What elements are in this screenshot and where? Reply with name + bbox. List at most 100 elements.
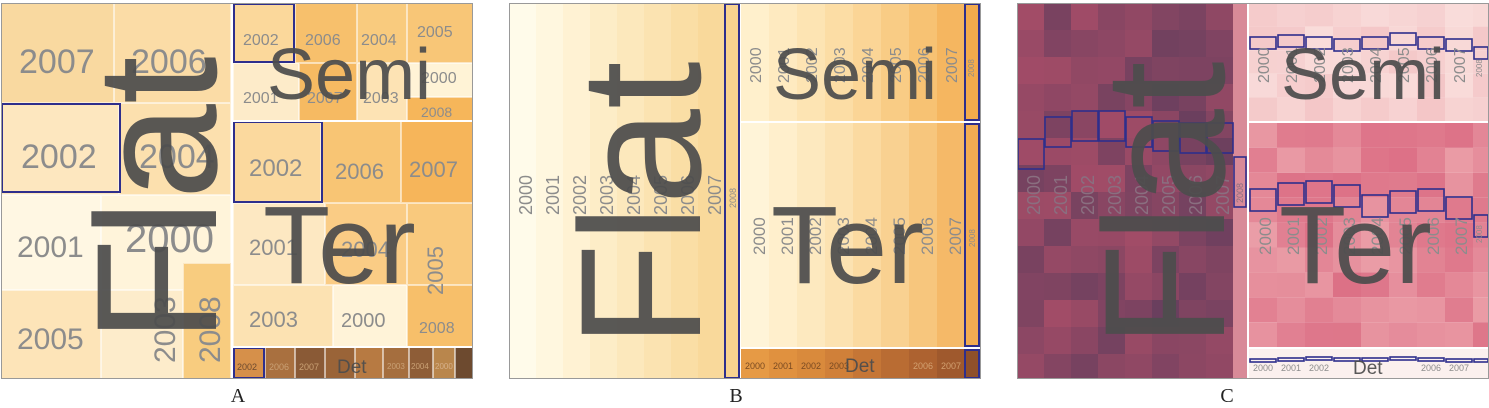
outline-box bbox=[1361, 36, 1389, 50]
heat-cell bbox=[1098, 111, 1125, 138]
outline-box bbox=[1305, 356, 1333, 361]
heat-cell bbox=[1249, 3, 1277, 27]
outline-box bbox=[1389, 356, 1417, 361]
heat-cell bbox=[1017, 57, 1044, 84]
heat-cell bbox=[1179, 354, 1206, 379]
heat-cell bbox=[1249, 123, 1277, 148]
ter-cell-2002 bbox=[233, 121, 321, 203]
outline-box bbox=[1152, 120, 1180, 152]
heat-cell bbox=[1361, 26, 1389, 51]
heat-cell bbox=[1179, 84, 1206, 111]
heat-cell bbox=[1305, 147, 1333, 173]
year-label: 2000 bbox=[421, 70, 457, 87]
heat-cell bbox=[1333, 50, 1361, 74]
heat-cell bbox=[1179, 138, 1206, 165]
heat-cell bbox=[1017, 192, 1044, 219]
heat-cell bbox=[1445, 147, 1473, 173]
year-label: 2000 bbox=[516, 174, 536, 215]
heat-cell bbox=[1277, 247, 1305, 273]
heat-cell bbox=[1098, 354, 1125, 379]
heat-cell bbox=[1017, 84, 1044, 111]
heat-cell bbox=[1277, 97, 1305, 121]
heat-cell bbox=[1249, 297, 1277, 323]
heat-cell bbox=[1044, 30, 1071, 57]
year-label: 2000 bbox=[748, 47, 765, 83]
heat-cell bbox=[1389, 247, 1417, 273]
highlight-box-ter-2002 bbox=[233, 121, 323, 203]
outline-box bbox=[1445, 38, 1473, 52]
heat-cell bbox=[1417, 222, 1445, 248]
heat-cell bbox=[1473, 247, 1489, 273]
heat-cell bbox=[1417, 172, 1445, 198]
heat-cell bbox=[1071, 219, 1098, 246]
heat-cell bbox=[1333, 272, 1361, 298]
heat-cell bbox=[1125, 354, 1152, 379]
heat-cell bbox=[1017, 327, 1044, 354]
heat-cell bbox=[1249, 73, 1277, 98]
heat-cell bbox=[1305, 172, 1333, 198]
heat-cell bbox=[1044, 138, 1071, 165]
heat-cell bbox=[1125, 57, 1152, 84]
heat-cell bbox=[1361, 73, 1389, 98]
heat-cell bbox=[1152, 300, 1179, 327]
ter-cell-2001 bbox=[233, 203, 325, 285]
semi-col-2001 bbox=[769, 3, 797, 121]
heat-cell bbox=[1017, 30, 1044, 57]
heat-cell bbox=[1125, 30, 1152, 57]
ter-col-2004 bbox=[853, 123, 881, 347]
heat-cell bbox=[1417, 147, 1445, 173]
heat-cell bbox=[1152, 273, 1179, 300]
heat-cell bbox=[1473, 3, 1489, 27]
heat-cell bbox=[1361, 197, 1389, 223]
ter-cell-2007 bbox=[401, 121, 473, 203]
year-label: 2002 bbox=[243, 32, 279, 49]
heat-cell bbox=[1305, 247, 1333, 273]
flat-col-2008 bbox=[725, 3, 739, 379]
year-label: 2003 bbox=[363, 90, 399, 107]
heat-cell bbox=[1277, 297, 1305, 323]
heat-cell bbox=[1179, 327, 1206, 354]
heat-cell bbox=[1305, 97, 1333, 121]
outline-box bbox=[1417, 357, 1445, 362]
heat-cell bbox=[1044, 57, 1071, 84]
heat-cell bbox=[1179, 273, 1206, 300]
heat-cell bbox=[1044, 192, 1071, 219]
det-col-2005 bbox=[881, 349, 909, 379]
group-label-flat: Flat bbox=[545, 61, 737, 348]
heat-cell bbox=[1071, 354, 1098, 379]
heat-cell bbox=[1017, 138, 1044, 165]
heat-cell bbox=[1389, 272, 1417, 298]
semi-col-2006 bbox=[909, 3, 937, 121]
heat-cell bbox=[1389, 3, 1417, 27]
group-label-semi: Semi bbox=[773, 35, 938, 115]
heat-cell bbox=[1389, 222, 1417, 248]
semi-col-2004 bbox=[853, 3, 881, 121]
flat-col-2003 bbox=[590, 3, 617, 379]
heat-cell bbox=[1044, 84, 1071, 111]
heat-cell bbox=[1044, 300, 1071, 327]
group-label-flat: Flat bbox=[1069, 61, 1261, 348]
heat-cell bbox=[1206, 219, 1233, 246]
heat-cell bbox=[1417, 26, 1445, 51]
flat-col-2007 bbox=[698, 3, 725, 379]
flat-col-2001 bbox=[536, 3, 563, 379]
flat-cell-2008 bbox=[183, 263, 231, 379]
heat-cell bbox=[1206, 246, 1233, 273]
det-col-2001 bbox=[769, 349, 797, 379]
heat-cell bbox=[1179, 30, 1206, 57]
heat-cell bbox=[1125, 192, 1152, 219]
heat-cell bbox=[1305, 26, 1333, 51]
flat-col-2000 bbox=[509, 3, 536, 379]
heat-cell bbox=[1333, 197, 1361, 223]
year-label: 2003 bbox=[387, 362, 405, 371]
heat-cell bbox=[1071, 138, 1098, 165]
region-divider bbox=[231, 3, 233, 379]
heat-cell bbox=[1417, 50, 1445, 74]
heat-cell bbox=[1044, 273, 1071, 300]
heat-cell bbox=[1071, 300, 1098, 327]
outline-box bbox=[1333, 184, 1361, 208]
heat-cell bbox=[1206, 300, 1233, 327]
heat-cell bbox=[1098, 327, 1125, 354]
heat-cell bbox=[1206, 57, 1233, 84]
panel-a-treemap: 2007 2006 2002 2004 2001 2000 2005 2003 … bbox=[1, 3, 473, 379]
